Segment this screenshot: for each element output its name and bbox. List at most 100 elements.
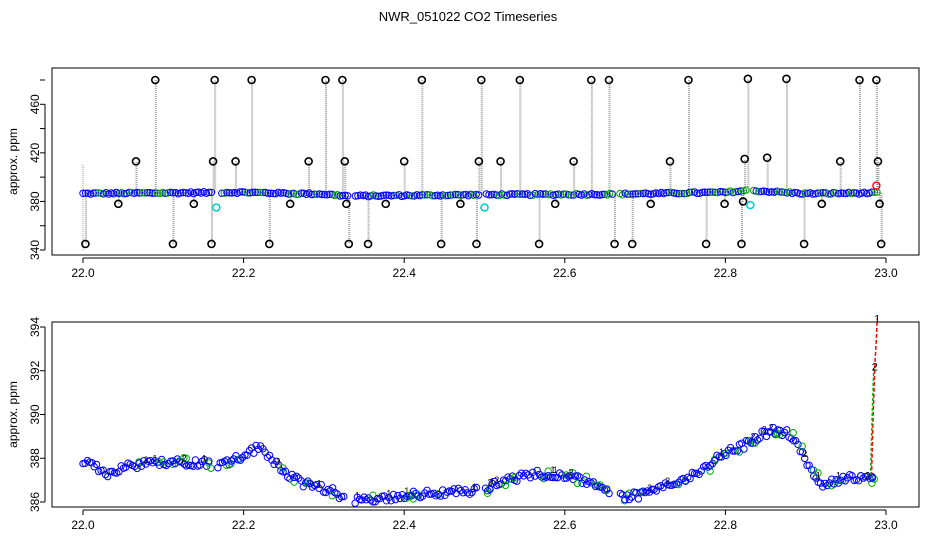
- data-point: [756, 434, 764, 442]
- outlier-point: [743, 74, 753, 84]
- data-point: [416, 493, 424, 502]
- data-point: [704, 463, 712, 471]
- data-point: [141, 189, 149, 197]
- data-point: [798, 448, 807, 456]
- data-point: [688, 188, 696, 196]
- data-point: [801, 189, 809, 197]
- outlier-point: [875, 199, 884, 209]
- data-point: [789, 429, 797, 437]
- data-point: [593, 191, 601, 199]
- data-point: [421, 191, 429, 199]
- data-point: [824, 190, 832, 198]
- data-point: [425, 490, 433, 498]
- outlier-point: [627, 239, 637, 249]
- x-tick-label: 22.2: [232, 518, 256, 532]
- outlier-point: [646, 199, 656, 209]
- data-point: [796, 190, 804, 198]
- outlier-point: [738, 197, 748, 206]
- outlier-point: [81, 239, 90, 249]
- data-point: [83, 456, 92, 465]
- data-point: [227, 457, 236, 465]
- y-tick-label: 394: [28, 317, 42, 337]
- data-point: [616, 489, 625, 498]
- data-point: [265, 451, 274, 460]
- data-point: [449, 191, 457, 199]
- data-point: [238, 188, 247, 196]
- series-marker-label: 1: [836, 470, 841, 480]
- flagged-point: [480, 203, 489, 212]
- data-point: [320, 190, 329, 199]
- data-point: [706, 462, 714, 470]
- data-point: [459, 191, 467, 199]
- outlier-point: [208, 157, 218, 166]
- data-point: [798, 442, 806, 450]
- data-point: [344, 192, 352, 200]
- data-point: [623, 491, 631, 499]
- data-point: [248, 188, 257, 197]
- data-point: [418, 191, 426, 199]
- data-point: [428, 192, 437, 200]
- data-point: [666, 481, 674, 489]
- data-point: [624, 190, 632, 198]
- outlier-point: [476, 75, 486, 85]
- spike-line: [870, 318, 878, 476]
- data-point: [672, 189, 681, 198]
- data-point: [205, 188, 213, 197]
- data-point: [269, 189, 277, 198]
- data-point: [287, 190, 295, 198]
- data-point: [516, 190, 524, 199]
- data-point: [89, 189, 98, 197]
- data-point: [218, 189, 226, 197]
- series-points: [79, 74, 886, 250]
- data-point: [146, 457, 155, 465]
- data-point: [222, 461, 231, 469]
- y-axis: 386 388 390 392 394: [28, 317, 46, 512]
- data-point: [252, 441, 260, 450]
- data-point: [472, 190, 480, 199]
- data-point: [746, 437, 755, 445]
- y-tick-label: 390: [28, 404, 42, 424]
- series-marker-label: 1: [276, 457, 281, 467]
- data-point: [441, 192, 449, 200]
- data-point: [639, 189, 647, 198]
- data-point: [310, 190, 318, 198]
- series-marker-label: 1: [553, 465, 558, 475]
- outlier-point: [550, 199, 560, 209]
- data-point: [693, 189, 701, 198]
- data-point: [803, 461, 811, 470]
- data-point: [636, 189, 645, 198]
- outlier-point: [610, 239, 619, 249]
- data-point: [382, 191, 390, 199]
- data-point: [868, 474, 877, 482]
- data-point: [292, 190, 300, 199]
- x-tick-label: 23.0: [874, 518, 898, 532]
- data-point: [143, 189, 151, 197]
- data-point: [716, 187, 724, 196]
- data-point: [408, 192, 416, 200]
- data-point: [834, 476, 842, 485]
- outlier-point: [131, 157, 141, 166]
- y-tick-label: 380: [28, 191, 42, 211]
- data-point: [380, 492, 388, 500]
- data-point: [151, 189, 159, 197]
- x-tick-label: 22.8: [714, 266, 738, 280]
- data-point: [362, 496, 370, 504]
- y-tick-label: 420: [28, 143, 42, 163]
- data-point: [390, 191, 398, 200]
- y-tick-label: 388: [28, 448, 42, 468]
- data-point: [153, 189, 162, 197]
- data-point: [678, 189, 686, 198]
- data-point: [801, 454, 809, 463]
- data-point: [552, 190, 560, 199]
- data-point: [625, 495, 634, 504]
- series-marker-label: 1: [719, 447, 724, 457]
- data-point: [457, 486, 465, 495]
- outlier-point: [873, 157, 883, 166]
- data-point: [573, 479, 582, 488]
- outlier-point: [381, 199, 391, 209]
- data-point: [769, 423, 777, 432]
- series-marker-label: 1: [152, 454, 157, 464]
- data-point: [146, 189, 154, 197]
